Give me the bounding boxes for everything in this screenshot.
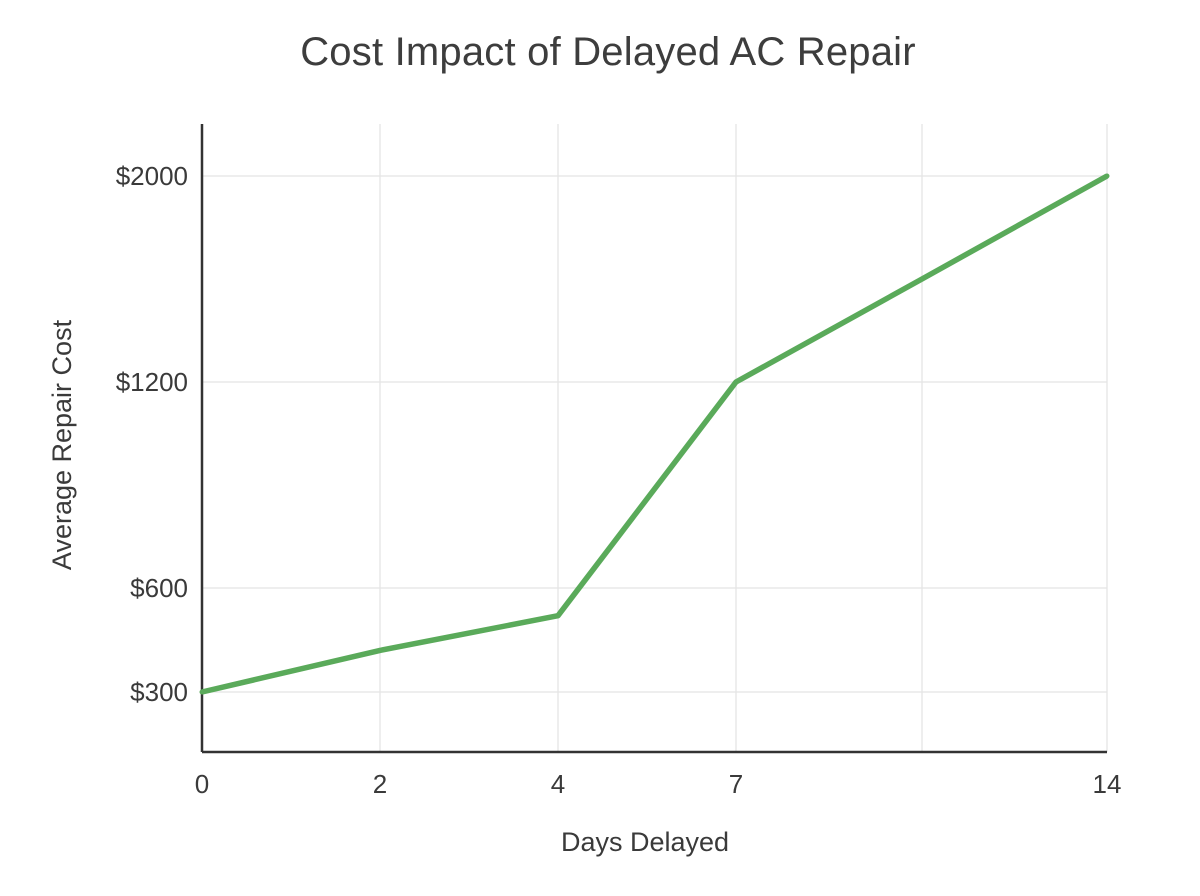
data-point: [199, 689, 205, 695]
x-tick-label: 7: [729, 769, 743, 799]
y-tick-label: $300: [130, 677, 188, 707]
grid-lines: [202, 124, 1108, 752]
x-tick-labels: 0 2 4 7 14: [195, 769, 1122, 799]
x-tick-label: 2: [373, 769, 387, 799]
x-tick-label: 14: [1093, 769, 1122, 799]
series-line: [201, 173, 1109, 695]
x-axis-title: Days Delayed: [561, 827, 729, 857]
data-point: [1104, 173, 1110, 179]
x-tick-label: 0: [195, 769, 209, 799]
y-tick-label: $600: [130, 573, 188, 603]
data-point: [733, 379, 739, 385]
y-tick-label: $1200: [116, 367, 188, 397]
y-tick-labels: $300 $600 $1200 $2000: [116, 161, 188, 707]
axes: [200, 124, 1107, 754]
data-point: [377, 647, 383, 653]
x-tick-label: 4: [551, 769, 565, 799]
y-axis-title: Average Repair Cost: [47, 319, 77, 570]
series-layer: [199, 173, 1110, 695]
chart-title: Cost Impact of Delayed AC Repair: [300, 30, 916, 74]
data-point: [555, 613, 561, 619]
data-point: [919, 276, 925, 282]
y-tick-label: $2000: [116, 161, 188, 191]
